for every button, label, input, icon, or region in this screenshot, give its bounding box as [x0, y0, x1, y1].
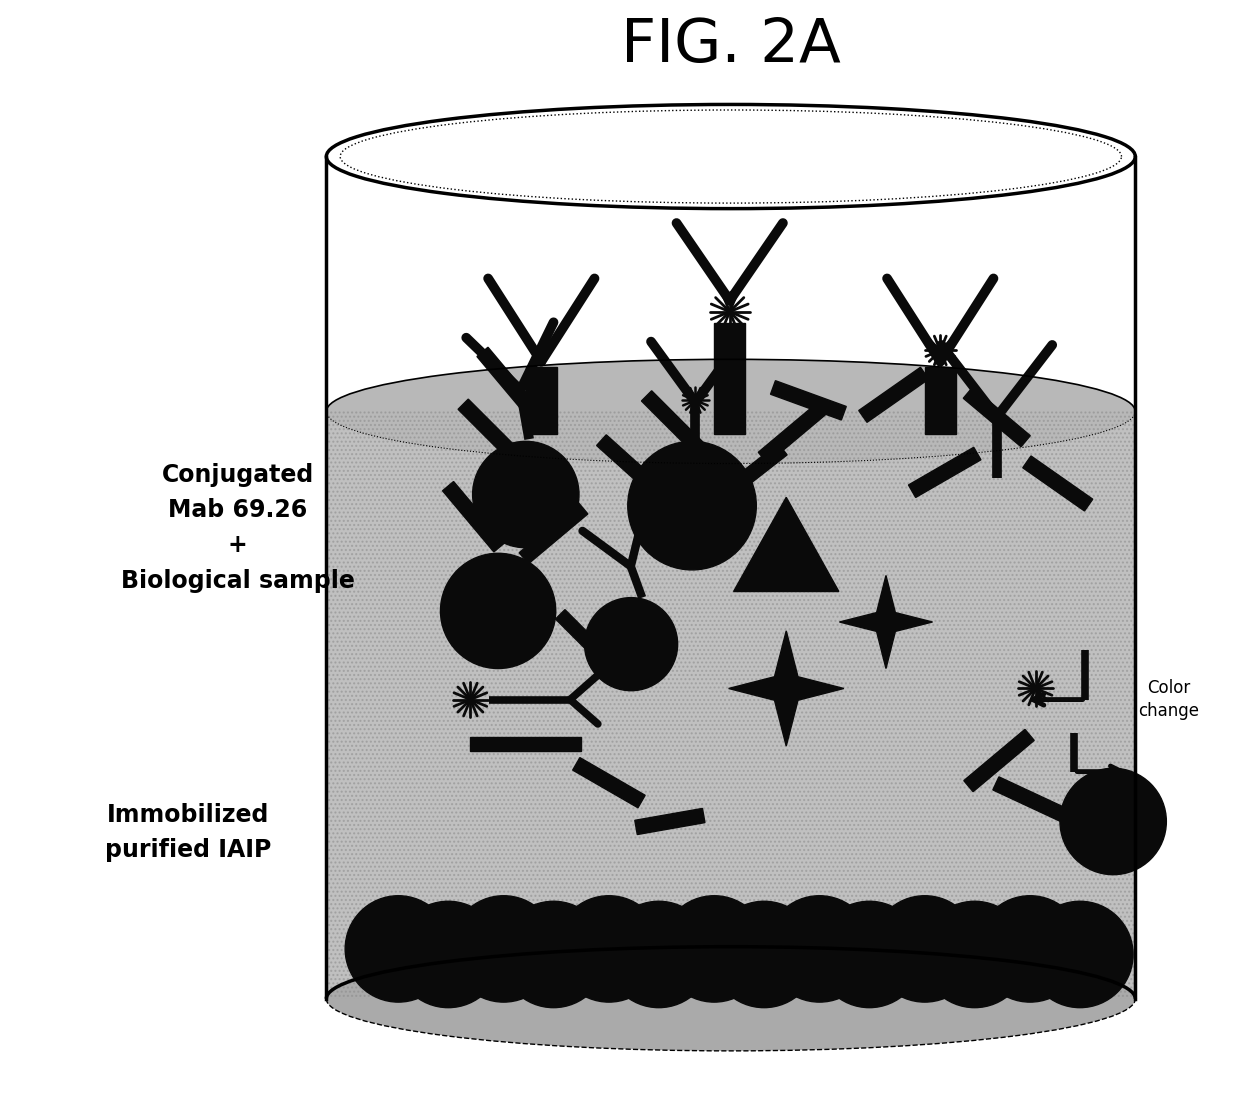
Polygon shape — [839, 575, 932, 669]
Bar — [526, 367, 557, 433]
Text: FIG. 2A: FIG. 2A — [621, 17, 841, 76]
Circle shape — [1027, 901, 1133, 1008]
Bar — [326, 411, 1136, 999]
Circle shape — [450, 895, 557, 1002]
Bar — [770, 381, 846, 420]
Bar — [719, 443, 787, 501]
Circle shape — [921, 901, 1028, 1008]
Circle shape — [766, 895, 873, 1002]
Circle shape — [472, 441, 579, 548]
Bar — [635, 809, 706, 834]
Circle shape — [396, 901, 501, 1008]
Circle shape — [345, 895, 451, 1002]
Circle shape — [816, 901, 923, 1008]
Circle shape — [661, 895, 768, 1002]
Circle shape — [584, 598, 677, 691]
Bar — [326, 411, 1136, 999]
Bar — [556, 610, 614, 668]
Circle shape — [1060, 769, 1167, 874]
Bar — [963, 388, 1030, 447]
Text: Immobilized
purified IAIP: Immobilized purified IAIP — [104, 803, 272, 862]
Circle shape — [977, 895, 1084, 1002]
Circle shape — [556, 895, 662, 1002]
Circle shape — [627, 441, 756, 570]
Bar — [993, 777, 1068, 822]
Bar — [1023, 456, 1092, 511]
Circle shape — [440, 553, 556, 669]
Bar — [520, 503, 588, 563]
Bar — [573, 758, 645, 808]
Bar — [925, 367, 956, 433]
Polygon shape — [734, 498, 839, 591]
Bar — [909, 448, 981, 498]
Text: Color
change: Color change — [1138, 679, 1199, 720]
Bar — [458, 399, 527, 468]
Bar — [714, 323, 745, 433]
Ellipse shape — [326, 947, 1136, 1051]
Bar — [596, 434, 666, 499]
Bar — [477, 348, 542, 420]
Bar — [963, 729, 1034, 792]
Circle shape — [872, 895, 978, 1002]
Text: Conjugated
Mab 69.26
+
Biological sample: Conjugated Mab 69.26 + Biological sample — [120, 462, 355, 593]
Bar — [859, 368, 929, 422]
Bar — [470, 737, 582, 751]
Bar — [641, 391, 704, 454]
Bar — [759, 404, 826, 463]
Circle shape — [711, 901, 817, 1008]
Circle shape — [605, 901, 712, 1008]
Ellipse shape — [326, 359, 1136, 463]
Circle shape — [500, 901, 606, 1008]
Bar — [443, 481, 505, 552]
Polygon shape — [729, 631, 844, 747]
